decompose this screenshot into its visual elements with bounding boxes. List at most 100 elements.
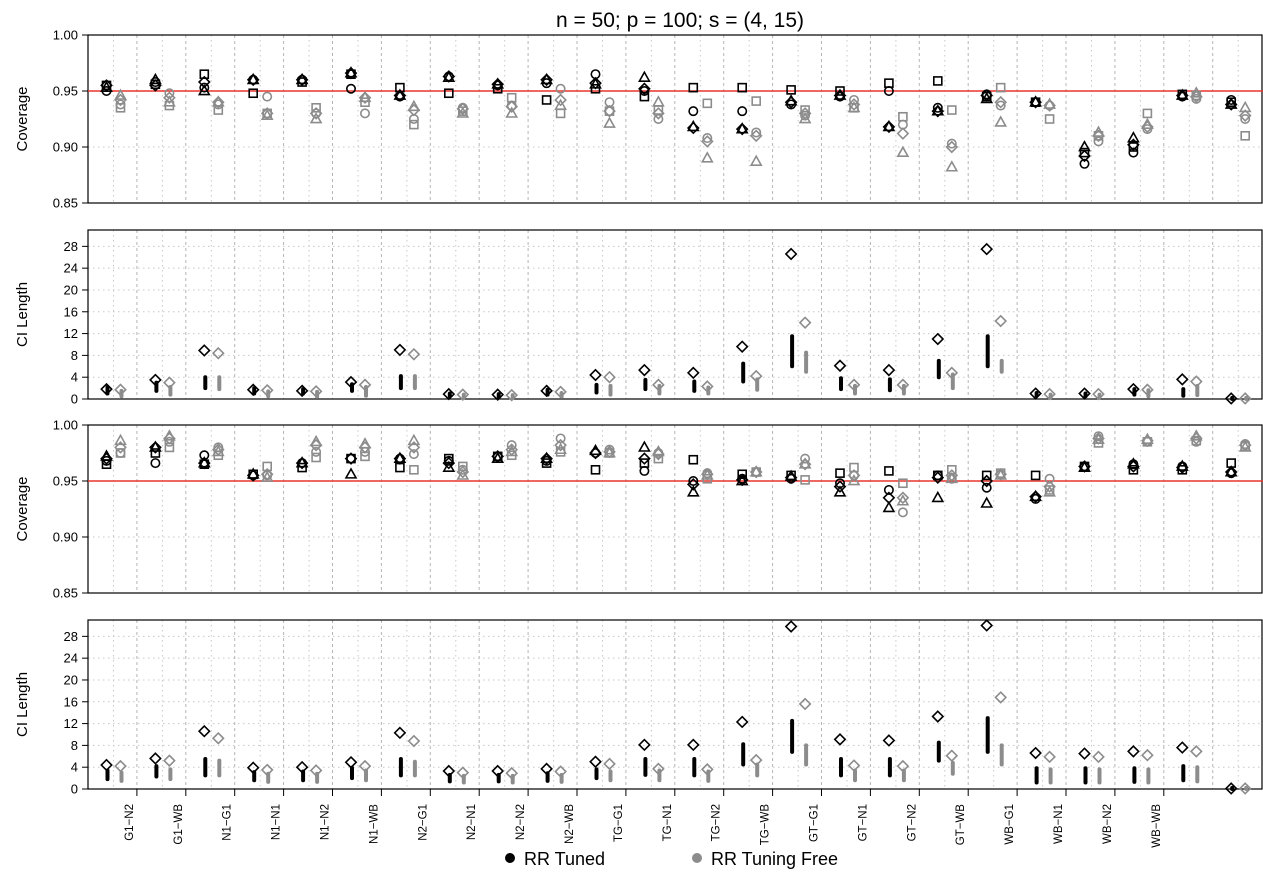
point-tuning-free-diamond [1043, 387, 1056, 401]
point-tuning-free-diamond [163, 754, 176, 767]
point-tuned-diamond [197, 344, 211, 357]
point-tuning-free-circle [702, 133, 713, 144]
point-tuning-free-diamond [309, 438, 323, 452]
point-tuned-triangle [344, 467, 358, 479]
point-tuning-free-diamond [309, 764, 323, 777]
y-tick-label: 0 [71, 782, 78, 797]
point-tuning-free-diamond [407, 734, 421, 748]
point-tuning-free-square [604, 106, 615, 116]
point-tuning-free-diamond [896, 759, 910, 773]
point-tuned-diamond [442, 70, 456, 83]
point-tuned-diamond [784, 95, 798, 109]
point-tuned-diamond [638, 738, 651, 752]
point-tuning-free-square [702, 98, 713, 109]
point-tuning-free-diamond [1189, 745, 1203, 758]
point-tuned-diamond [295, 456, 309, 470]
point-tuned-diamond [1224, 465, 1238, 479]
point-tuning-free-triangle [407, 433, 421, 446]
point-tuning-free-diamond [1189, 432, 1203, 445]
point-tuning-free-diamond [749, 129, 763, 143]
point-tuning-free-diamond [260, 107, 274, 120]
point-tuned-square [688, 82, 699, 93]
point-tuned-diamond [344, 452, 358, 465]
point-tuned-diamond [540, 73, 553, 87]
point-tuning-free-square [262, 461, 273, 472]
point-tuning-free-triangle [407, 99, 421, 112]
point-tuning-free-circle [1044, 473, 1055, 484]
point-tuning-free-diamond [994, 691, 1008, 704]
point-tuning-free-square [995, 82, 1006, 93]
point-tuned-triangle [882, 119, 896, 132]
point-tuning-free-diamond [603, 104, 616, 118]
point-tuning-free-diamond [309, 107, 323, 120]
y-tick-label: 12 [64, 716, 78, 731]
point-tuned-diamond [1175, 89, 1189, 102]
x-tick-label: TG−N2 [711, 804, 723, 841]
legend-marker-tuned [505, 853, 515, 863]
point-tuned-diamond [149, 752, 162, 765]
point-tuning-free-square [311, 452, 321, 463]
point-tuning-free-circle [359, 108, 370, 119]
point-tuning-free-triangle [211, 95, 225, 107]
point-tuned-diamond [589, 368, 602, 382]
point-tuned-diamond [442, 387, 456, 401]
point-tuned-circle [932, 102, 943, 113]
point-tuned-diamond [686, 738, 700, 752]
y-tick-label: 20 [64, 672, 78, 687]
point-tuned-diamond [540, 384, 553, 398]
point-tuning-free-square [115, 448, 126, 458]
point-tuning-free-square [360, 97, 370, 107]
point-tuned-square [932, 76, 943, 86]
point-tuned-diamond [833, 733, 847, 746]
x-tick-label: TG−N1 [662, 804, 674, 841]
point-tuned-circle [639, 465, 650, 476]
point-tuning-free-circle [897, 507, 908, 518]
y-tick-label: 24 [64, 261, 78, 276]
point-tuning-free-diamond [505, 100, 519, 114]
point-tuning-free-circle [408, 449, 419, 460]
point-tuned-square [639, 458, 650, 468]
point-tuned-diamond [246, 469, 260, 482]
point-tuned-square [541, 95, 552, 105]
point-tuned-square [639, 91, 650, 102]
point-tuning-free-triangle [309, 112, 323, 124]
point-tuning-free-square [1142, 108, 1153, 119]
point-tuning-free-diamond [749, 465, 763, 479]
point-tuned-square [1079, 147, 1090, 158]
point-tuned-triangle [344, 66, 358, 78]
point-tuned-diamond [931, 104, 945, 118]
x-tick-label: N2−N1 [466, 804, 478, 840]
point-tuning-free-diamond [1141, 434, 1154, 448]
point-tuning-free-diamond [652, 378, 665, 392]
y-tick-label: 4 [71, 760, 78, 775]
point-tuned-circle [688, 106, 699, 117]
point-tuning-free-diamond [896, 491, 910, 505]
point-tuned-square [737, 82, 748, 93]
point-tuning-free-diamond [1092, 432, 1105, 445]
point-tuned-diamond [638, 452, 651, 465]
point-tuned-diamond [344, 66, 358, 80]
point-tuning-free-diamond [896, 378, 910, 392]
point-tuning-free-triangle [114, 88, 127, 100]
point-tuning-free-diamond [114, 759, 127, 773]
point-tuned-diamond [149, 373, 162, 387]
point-tuned-diamond [393, 726, 407, 740]
point-tuned-diamond [295, 384, 309, 398]
point-tuned-diamond [442, 764, 456, 778]
y-tick-label: 0.85 [53, 196, 78, 211]
point-tuning-free-diamond [1043, 99, 1056, 112]
point-tuning-free-diamond [749, 753, 763, 767]
point-tuned-triangle [735, 122, 749, 134]
point-tuning-free-diamond [700, 135, 714, 148]
point-tuned-diamond [1127, 460, 1140, 473]
point-tuned-diamond [980, 89, 994, 102]
point-tuned-diamond [980, 242, 994, 256]
point-tuning-free-circle [506, 440, 517, 451]
point-tuning-free-triangle [798, 457, 812, 469]
point-tuning-free-diamond [700, 467, 714, 481]
point-tuned-diamond [1029, 746, 1042, 760]
point-tuning-free-triangle [1189, 86, 1203, 98]
point-tuned-triangle [1127, 131, 1140, 143]
legend-marker-tuning-free [692, 853, 702, 863]
point-tuned-triangle [149, 440, 162, 452]
